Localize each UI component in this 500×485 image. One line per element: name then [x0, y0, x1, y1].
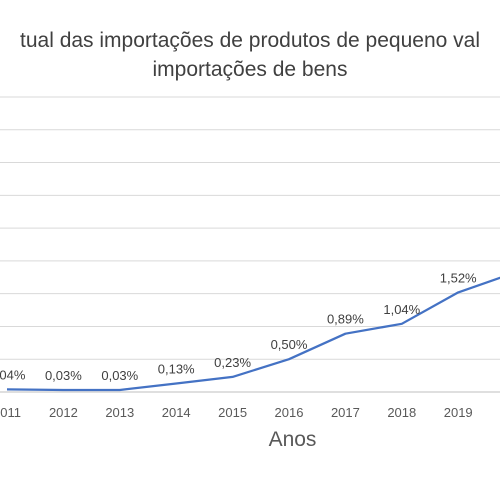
- data-label: 0,03%: [101, 368, 138, 383]
- x-tick-label: 2015: [218, 405, 247, 420]
- chart-title-line-2: importações de bens: [152, 58, 348, 81]
- x-tick-label: 2017: [331, 405, 360, 420]
- series-line: [6, 276, 500, 392]
- data-label: 0,89%: [327, 312, 364, 327]
- data-label: 1,04%: [383, 302, 420, 317]
- x-tick-label: 2018: [387, 405, 416, 420]
- x-tick-label: 2016: [275, 405, 304, 420]
- chart-title-line-1: tual das importações de produtos de pequ…: [20, 29, 480, 52]
- x-axis-title: Anos: [268, 428, 317, 451]
- x-tick-label: 2012: [49, 405, 78, 420]
- data-label: 0,50%: [271, 337, 308, 352]
- data-label: 1,52%: [440, 270, 477, 285]
- x-tick-label: 2019: [444, 405, 473, 420]
- data-label: 0,13%: [158, 361, 195, 376]
- x-tick-label: 2014: [162, 405, 191, 420]
- data-label: 0,03%: [45, 368, 82, 383]
- x-tick-label: 2011: [0, 405, 21, 420]
- x-tick-label: 2013: [105, 405, 134, 420]
- data-label: 0,04%: [0, 367, 26, 382]
- data-label: 0,23%: [214, 355, 251, 370]
